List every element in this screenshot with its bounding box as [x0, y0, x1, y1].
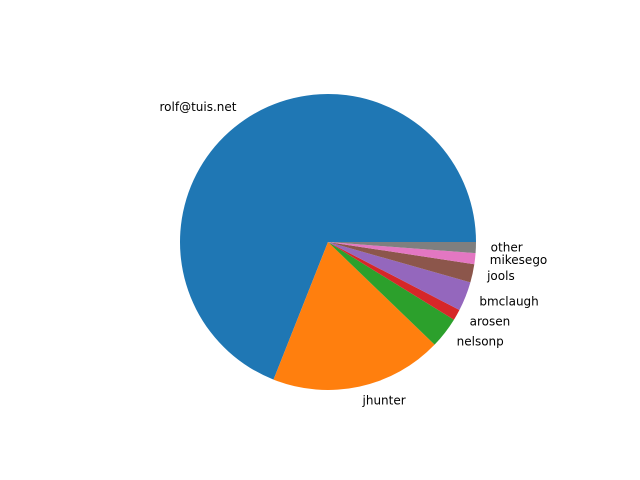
pie-label-5: jools [486, 269, 515, 283]
pie-slice-6 [328, 242, 476, 265]
pie-slice-5 [328, 242, 475, 283]
pie-label-4: bmclaugh [479, 294, 538, 308]
pie-slice-4 [328, 242, 471, 311]
pie-slice-1 [273, 242, 435, 391]
pie-slice-0 [180, 94, 477, 380]
pie-slices [180, 94, 477, 391]
pie-labels: rolf@tuis.net jhunter nelsonp arosen bmclaug… [160, 100, 548, 408]
pie-label-0: rolf@tuis.net [160, 100, 237, 114]
pie-label-2: nelsonp [457, 334, 504, 348]
pie-label-6: mikesego [490, 253, 548, 267]
pie-label-3: arosen [470, 315, 511, 329]
pie-slice-3 [328, 242, 460, 320]
pie-slice-7 [328, 242, 476, 254]
pie-label-7: other [491, 241, 523, 255]
pie-label-1: jhunter [362, 394, 406, 408]
pie-slice-2 [328, 242, 454, 345]
